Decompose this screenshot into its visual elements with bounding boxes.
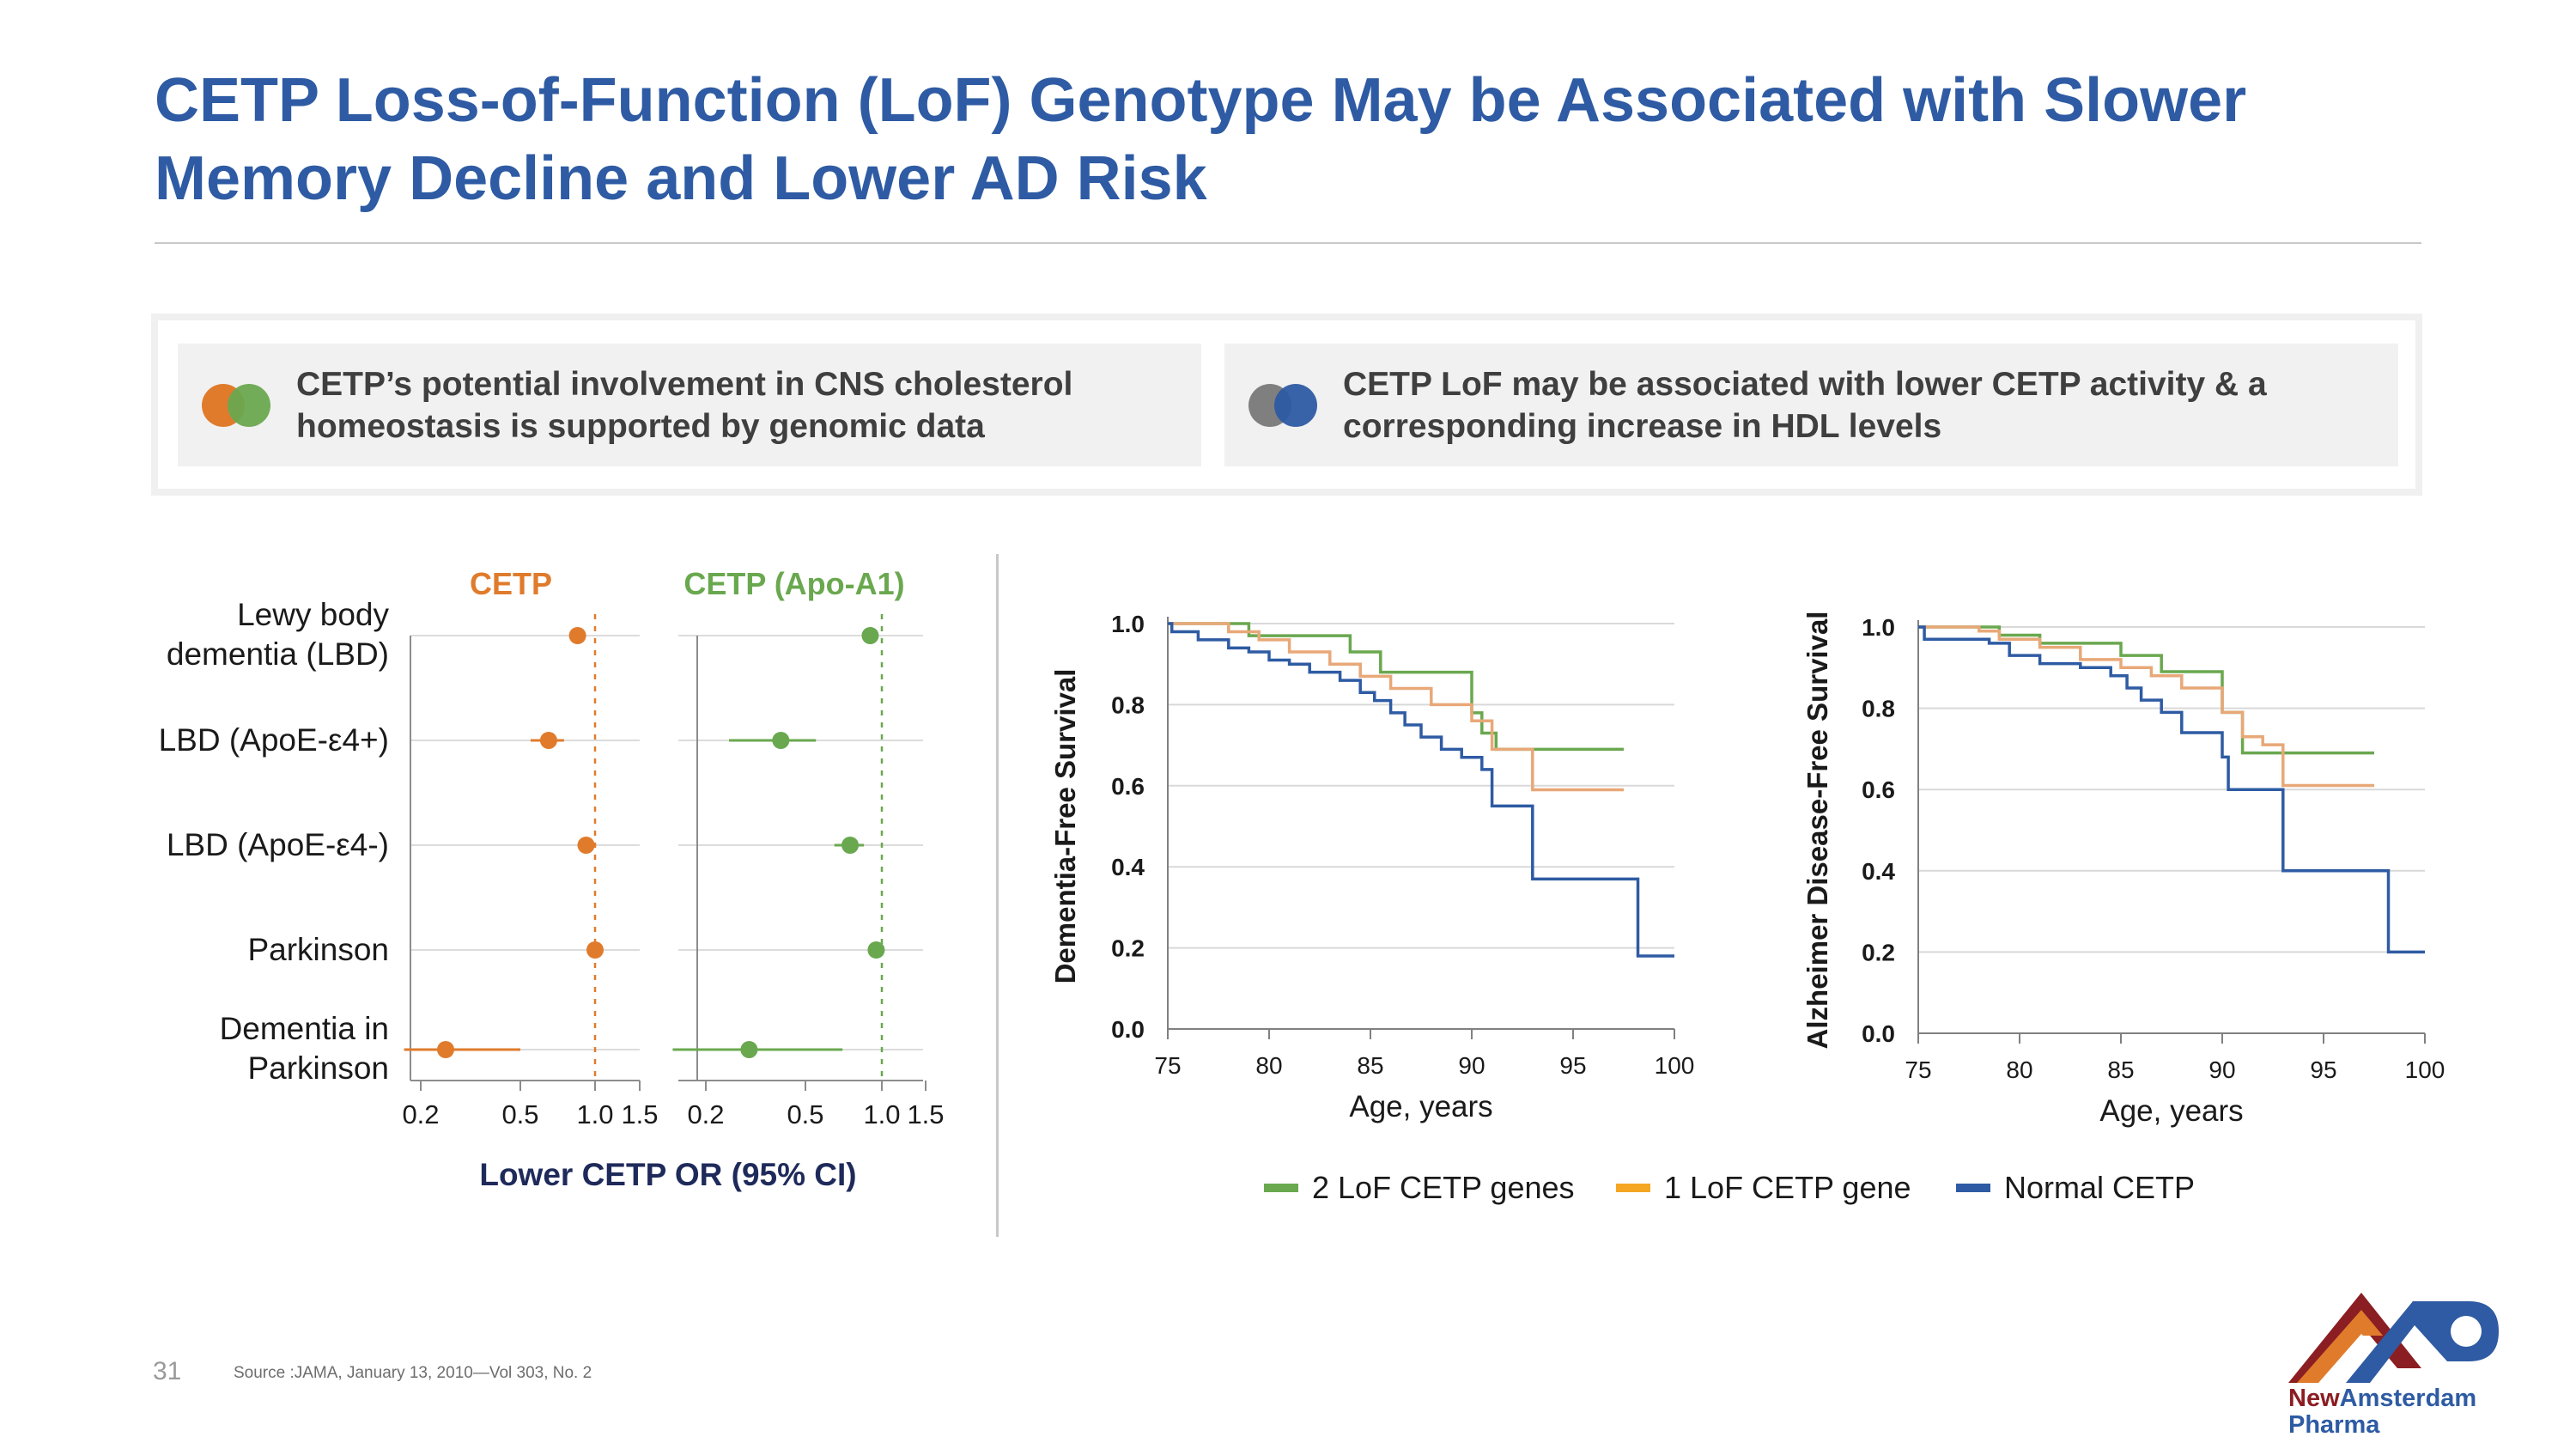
forest-point [740, 1041, 758, 1058]
legend-label: 1 LoF CETP gene [1664, 1170, 1911, 1205]
km-series-line [1168, 622, 1624, 752]
km-y-tick-label: 0.4 [1111, 854, 1145, 880]
forest-point [861, 627, 879, 644]
page-number: 31 [153, 1357, 182, 1385]
newamsterdam-logo-icon [2288, 1293, 2499, 1383]
km-series-line [1918, 625, 2425, 954]
twin-dots-icon [202, 383, 270, 427]
forest-point [577, 837, 595, 854]
forest-tick-label: 0.5 [787, 1099, 823, 1129]
km-x-label: Age, years [2099, 1094, 2243, 1128]
forest-row-label-line: Parkinson [247, 932, 389, 967]
km-y-tick-label: 0.8 [1111, 691, 1145, 718]
forest-point [841, 837, 860, 854]
km-series-line [1168, 622, 1674, 958]
km-x-tick-label: 90 [1458, 1052, 1485, 1079]
forest-panel-title: CETP (Apo-A1) [683, 566, 904, 601]
forest-row-label-line: Lewy body [237, 597, 389, 632]
forest-row-label-line: LBD (ApoE-ε4+) [159, 722, 389, 758]
forest-row-label-line: Dementia in [220, 1011, 389, 1046]
km-y-tick-label: 0.2 [1111, 935, 1145, 962]
callout-genomic: CETP’s potential involvement in CNS chol… [178, 344, 1201, 466]
km-x-tick-label: 80 [2006, 1056, 2032, 1083]
km-y-tick-label: 0.0 [1862, 1020, 1895, 1047]
forest-point [437, 1041, 454, 1058]
km-x-tick-label: 95 [1559, 1052, 1586, 1079]
km-y-label: Dementia-Free Survival [1049, 669, 1081, 984]
dot-right-icon [1274, 383, 1317, 427]
forest-point [539, 732, 557, 749]
km-x-tick-label: 95 [2310, 1056, 2336, 1083]
dot-right-icon [228, 383, 270, 427]
forest-tick-label: 0.2 [687, 1099, 724, 1129]
title-divider [155, 242, 2421, 244]
km-x-tick-label: 90 [2208, 1056, 2235, 1083]
km-y-tick-label: 0.6 [1862, 776, 1895, 803]
legend-label: Normal CETP [2004, 1170, 2195, 1205]
km-y-tick-label: 0.0 [1111, 1016, 1145, 1043]
forest-tick-label: 0.5 [501, 1099, 538, 1129]
source-citation: Source :JAMA, January 13, 2010—Vol 303, … [234, 1364, 592, 1382]
forest-row-label-line: LBD (ApoE-ε4-) [167, 827, 389, 862]
forest-row-label: LBD (ApoE-ε4-) [167, 827, 389, 862]
section-divider [996, 554, 999, 1237]
forest-tick-label: 1.0 [863, 1099, 900, 1129]
forest-tick-label: 1.0 [576, 1099, 613, 1129]
forest-tick-label: 0.2 [402, 1099, 439, 1129]
callout-text: CETP’s potential involvement in CNS chol… [296, 365, 1073, 445]
km-y-tick-label: 0.2 [1862, 939, 1895, 965]
forest-row-label-line: Parkinson [247, 1050, 389, 1086]
km-series-line [1918, 625, 2374, 788]
km-x-label: Age, years [1349, 1090, 1492, 1123]
km-x-tick-label: 100 [1655, 1052, 1695, 1079]
km-y-tick-label: 1.0 [1111, 611, 1145, 637]
km-x-tick-label: 80 [1255, 1052, 1282, 1079]
forest-row-label: Lewy body dementia (LBD) [167, 597, 390, 672]
km-x-tick-label: 85 [2107, 1056, 2134, 1083]
forest-row-label: LBD (ApoE-ε4+) [159, 722, 389, 758]
km-series-line [1918, 625, 2374, 755]
km-y-tick-label: 0.8 [1862, 696, 1895, 722]
forest-panel-title: CETP [470, 566, 552, 601]
km-y-label: Alzheimer Disease-Free Survival [1801, 612, 1833, 1050]
forest-tick-label: 1.5 [621, 1099, 658, 1129]
legend-swatch [1264, 1184, 1298, 1192]
callout-hdl: CETP LoF may be associated with lower CE… [1224, 344, 2398, 466]
km-x-tick-label: 100 [2405, 1056, 2445, 1083]
legend-swatch [1956, 1184, 1990, 1192]
legend-label: 2 LoF CETP genes [1312, 1170, 1575, 1205]
km-y-tick-label: 1.0 [1862, 614, 1895, 641]
forest-point [772, 732, 790, 749]
forest-row-label-line: dementia (LBD) [167, 636, 389, 672]
forest-row-label: Parkinson [247, 932, 389, 967]
km-y-tick-label: 0.4 [1862, 858, 1895, 885]
forest-point [867, 941, 885, 959]
km-x-tick-label: 75 [1905, 1056, 1931, 1083]
forest-x-label: Lower CETP OR (95% CI) [479, 1157, 856, 1192]
km-x-tick-label: 75 [1154, 1052, 1181, 1079]
forest-point [568, 627, 586, 644]
page-title: CETP Loss-of-Function (LoF) Genotype May… [155, 66, 2247, 213]
km-series-line [1168, 622, 1624, 792]
km-x-tick-label: 85 [1357, 1052, 1383, 1079]
twin-dots-icon [1249, 383, 1317, 427]
km-y-tick-label: 0.6 [1111, 773, 1145, 800]
forest-tick-label: 1.5 [907, 1099, 944, 1129]
forest-row-label: Dementia in Parkinson [220, 1011, 389, 1086]
logo-wordmark: NewAmsterdam Pharma [2288, 1385, 2477, 1439]
forest-point [586, 941, 604, 959]
legend-swatch [1616, 1184, 1650, 1192]
callout-text: CETP LoF may be associated with lower CE… [1343, 365, 2267, 445]
